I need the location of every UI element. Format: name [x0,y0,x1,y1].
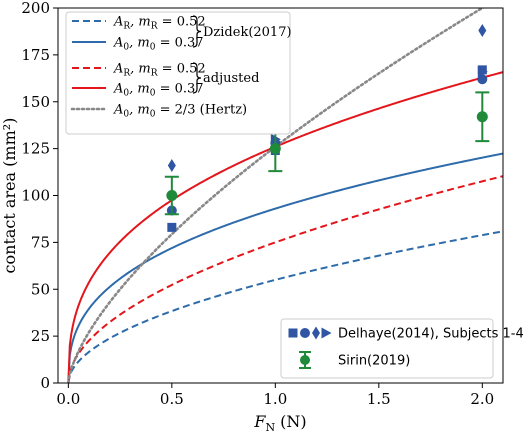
series-line-3 [67,175,503,383]
legend-label-1: AR, mR = 0.52 [113,15,206,32]
legend2-marker-diamond [312,326,320,340]
legend-group-label-adjusted: adjusted [203,71,259,86]
legend-label-2: A0, m0 = 0.37 [113,36,204,53]
series-line-4 [67,71,503,383]
legend2-label-sirin: Sirin(2019) [338,354,410,369]
x-tick-label-5: 2.0 [470,390,494,408]
y-tick-label-7: 150 [21,93,50,111]
x-tick-label-4: 1.5 [367,390,391,408]
legend2-marker-circle [300,328,310,338]
data-point-delhaye-9 [477,74,488,85]
data-point-delhaye-1 [167,222,177,232]
data-point-sirin-2 [269,143,281,155]
legend-label-5: A0, m0 = 2/3 (Hertz) [113,103,247,120]
x-tick-label-2: 0.5 [160,390,184,408]
y-tick-label-8: 175 [21,46,50,64]
y-tick-label-2: 25 [31,327,50,345]
brace-dzidek [192,15,202,48]
series-line-5 [67,8,485,383]
legend2-marker-sirin [300,355,310,365]
data-point-sirin-3 [476,111,488,123]
legend-experimental: Delhaye(2014), Subjects 1-4 Sirin(2019) [280,318,524,379]
data-point-delhaye-3 [167,159,176,172]
y-tick-label-5: 100 [21,187,50,205]
data-point-delhaye-10 [478,24,487,37]
y-tick-label-6: 125 [21,140,50,158]
legend2-marker-triangle-right [321,327,332,339]
legend-group-label-dzidek: Dzidek(2017) [203,25,292,40]
x-axis-label: FN (N) [253,412,306,434]
series-line-1 [67,230,503,383]
brace-adjusted [192,62,202,94]
legend2-marker-square [288,328,298,338]
y-tick-label-1: 0 [40,374,50,392]
y-tick-label-3: 50 [31,280,50,298]
y-tick-label-4: 75 [31,233,50,251]
data-point-sirin-1 [166,190,178,201]
y-axis-label: contact area (mm²) [0,118,19,274]
y-tick-label-9: 200 [21,0,50,17]
series-lines [67,8,503,383]
axes: 0.0 0.5 1.0 1.5 2.0 0 25 50 75 100 125 150 175 200 FN … [0,0,504,434]
legend: AR, mR = 0.52 A0, m0 = 0.37 AR, mR = 0.52 A… [65,11,292,135]
x-tick-label-3: 1.0 [263,390,287,408]
legend-label-4: A0, m0 = 0.37 [113,82,204,99]
legend-label-3: AR, mR = 0.52 [113,62,206,79]
legend2-label-delhaye: Delhaye(2014), Subjects 1-4 [338,327,524,342]
data-point-delhaye-11 [477,66,488,78]
x-tick-label-1: 0.0 [56,390,80,408]
legend2-box [280,318,494,379]
legend-box [65,11,291,135]
